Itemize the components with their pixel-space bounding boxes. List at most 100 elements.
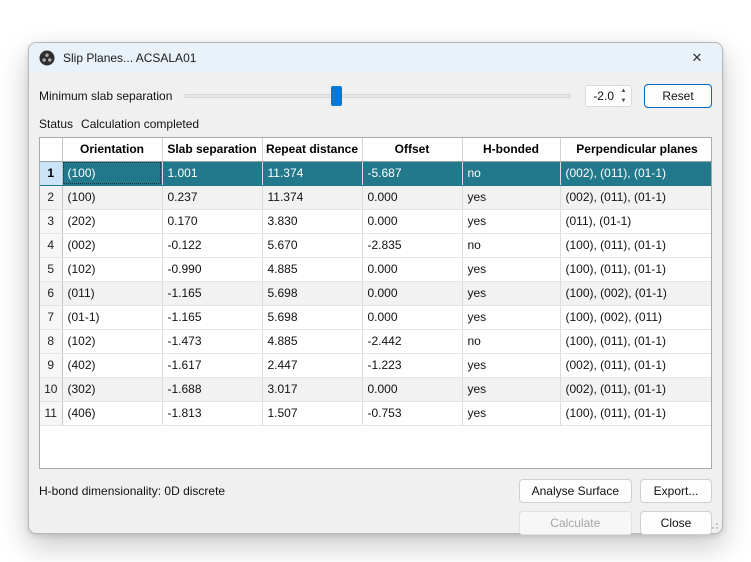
cell-orientation[interactable]: (302) [62, 377, 162, 401]
slider-handle[interactable] [331, 86, 342, 106]
cell-h-bonded[interactable]: yes [462, 257, 560, 281]
cell-offset[interactable]: -5.687 [362, 161, 462, 185]
cell-slab-separation[interactable]: -1.165 [162, 305, 262, 329]
cell-offset[interactable]: 0.000 [362, 377, 462, 401]
cell-offset[interactable]: -1.223 [362, 353, 462, 377]
cell-repeat-distance[interactable]: 4.885 [262, 329, 362, 353]
cell-h-bonded[interactable]: yes [462, 281, 560, 305]
export-button[interactable]: Export... [640, 479, 712, 503]
cell-orientation[interactable]: (202) [62, 209, 162, 233]
table-row[interactable]: 5(102)-0.9904.8850.000yes(100), (011), (… [40, 257, 712, 281]
cell-h-bonded[interactable]: yes [462, 209, 560, 233]
cell-orientation[interactable]: (011) [62, 281, 162, 305]
spin-up-icon[interactable]: ▲ [616, 86, 631, 96]
table-row[interactable]: 6(011)-1.1655.6980.000yes(100), (002), (… [40, 281, 712, 305]
column-header-h-bonded[interactable]: H-bonded [462, 138, 560, 161]
row-header-cell[interactable]: 8 [40, 329, 62, 353]
calculate-button[interactable]: Calculate [519, 511, 632, 535]
table-row[interactable]: 7(01-1)-1.1655.6980.000yes(100), (002), … [40, 305, 712, 329]
spin-down-icon[interactable]: ▼ [616, 96, 631, 106]
column-header-perpendicular-planes[interactable]: Perpendicular planes [560, 138, 712, 161]
cell-repeat-distance[interactable]: 11.374 [262, 185, 362, 209]
titlebar[interactable]: Slip Planes... ACSALA01 ✕ [29, 43, 722, 73]
cell-orientation[interactable]: (100) [62, 161, 162, 185]
cell-repeat-distance[interactable]: 5.698 [262, 281, 362, 305]
table-row[interactable]: 10(302)-1.6883.0170.000yes(002), (011), … [40, 377, 712, 401]
cell-perpendicular-planes[interactable]: (002), (011), (01-1) [560, 161, 712, 185]
cell-slab-separation[interactable]: 1.001 [162, 161, 262, 185]
cell-orientation[interactable]: (102) [62, 257, 162, 281]
cell-perpendicular-planes[interactable]: (100), (011), (01-1) [560, 233, 712, 257]
cell-h-bonded[interactable]: no [462, 233, 560, 257]
cell-h-bonded[interactable]: no [462, 161, 560, 185]
cell-perpendicular-planes[interactable]: (100), (002), (011) [560, 305, 712, 329]
slider-track[interactable] [184, 94, 571, 98]
cell-offset[interactable]: 0.000 [362, 257, 462, 281]
cell-repeat-distance[interactable]: 2.447 [262, 353, 362, 377]
column-header-offset[interactable]: Offset [362, 138, 462, 161]
min-slab-separation-slider[interactable] [184, 86, 571, 106]
column-header-repeat-distance[interactable]: Repeat distance [262, 138, 362, 161]
cell-offset[interactable]: 0.000 [362, 209, 462, 233]
table-row[interactable]: 11(406)-1.8131.507-0.753yes(100), (011),… [40, 401, 712, 425]
row-header-cell[interactable]: 5 [40, 257, 62, 281]
cell-offset[interactable]: 0.000 [362, 281, 462, 305]
cell-perpendicular-planes[interactable]: (002), (011), (01-1) [560, 185, 712, 209]
close-button[interactable]: Close [640, 511, 712, 535]
cell-slab-separation[interactable]: -1.617 [162, 353, 262, 377]
close-icon[interactable]: ✕ [680, 45, 714, 71]
row-header-cell[interactable]: 6 [40, 281, 62, 305]
cell-slab-separation[interactable]: -1.165 [162, 281, 262, 305]
row-header-cell[interactable]: 7 [40, 305, 62, 329]
cell-orientation[interactable]: (102) [62, 329, 162, 353]
cell-offset[interactable]: -2.442 [362, 329, 462, 353]
cell-perpendicular-planes[interactable]: (100), (011), (01-1) [560, 257, 712, 281]
row-header-cell[interactable]: 4 [40, 233, 62, 257]
cell-slab-separation[interactable]: 0.237 [162, 185, 262, 209]
table-row[interactable]: 1(100)1.00111.374-5.687no(002), (011), (… [40, 161, 712, 185]
column-header-orientation[interactable]: Orientation [62, 138, 162, 161]
cell-h-bonded[interactable]: yes [462, 185, 560, 209]
corner-header-cell[interactable] [40, 138, 62, 161]
cell-repeat-distance[interactable]: 3.017 [262, 377, 362, 401]
resize-grip-icon[interactable] [707, 518, 719, 530]
cell-slab-separation[interactable]: -1.813 [162, 401, 262, 425]
cell-slab-separation[interactable]: -0.122 [162, 233, 262, 257]
cell-offset[interactable]: -2.835 [362, 233, 462, 257]
analyse-surface-button[interactable]: Analyse Surface [519, 479, 632, 503]
cell-orientation[interactable]: (402) [62, 353, 162, 377]
table-row[interactable]: 3(202)0.1703.8300.000yes(011), (01-1) [40, 209, 712, 233]
cell-repeat-distance[interactable]: 5.670 [262, 233, 362, 257]
cell-h-bonded[interactable]: yes [462, 377, 560, 401]
cell-repeat-distance[interactable]: 11.374 [262, 161, 362, 185]
cell-repeat-distance[interactable]: 3.830 [262, 209, 362, 233]
cell-offset[interactable]: -0.753 [362, 401, 462, 425]
cell-perpendicular-planes[interactable]: (100), (011), (01-1) [560, 329, 712, 353]
row-header-cell[interactable]: 2 [40, 185, 62, 209]
cell-slab-separation[interactable]: 0.170 [162, 209, 262, 233]
cell-repeat-distance[interactable]: 1.507 [262, 401, 362, 425]
cell-h-bonded[interactable]: yes [462, 305, 560, 329]
table-row[interactable]: 8(102)-1.4734.885-2.442no(100), (011), (… [40, 329, 712, 353]
table-row[interactable]: 4(002)-0.1225.670-2.835no(100), (011), (… [40, 233, 712, 257]
cell-h-bonded[interactable]: yes [462, 353, 560, 377]
row-header-cell[interactable]: 9 [40, 353, 62, 377]
cell-perpendicular-planes[interactable]: (002), (011), (01-1) [560, 353, 712, 377]
cell-slab-separation[interactable]: -1.473 [162, 329, 262, 353]
cell-orientation[interactable]: (01-1) [62, 305, 162, 329]
cell-orientation[interactable]: (406) [62, 401, 162, 425]
cell-orientation[interactable]: (100) [62, 185, 162, 209]
cell-orientation[interactable]: (002) [62, 233, 162, 257]
cell-perpendicular-planes[interactable]: (100), (011), (01-1) [560, 401, 712, 425]
column-header-slab-separation[interactable]: Slab separation [162, 138, 262, 161]
reset-button[interactable]: Reset [644, 84, 712, 108]
cell-h-bonded[interactable]: no [462, 329, 560, 353]
cell-perpendicular-planes[interactable]: (011), (01-1) [560, 209, 712, 233]
table-row[interactable]: 9(402)-1.6172.447-1.223yes(002), (011), … [40, 353, 712, 377]
row-header-cell[interactable]: 3 [40, 209, 62, 233]
row-header-cell[interactable]: 1 [40, 161, 62, 185]
cell-repeat-distance[interactable]: 4.885 [262, 257, 362, 281]
cell-perpendicular-planes[interactable]: (100), (002), (01-1) [560, 281, 712, 305]
cell-slab-separation[interactable]: -0.990 [162, 257, 262, 281]
cell-slab-separation[interactable]: -1.688 [162, 377, 262, 401]
